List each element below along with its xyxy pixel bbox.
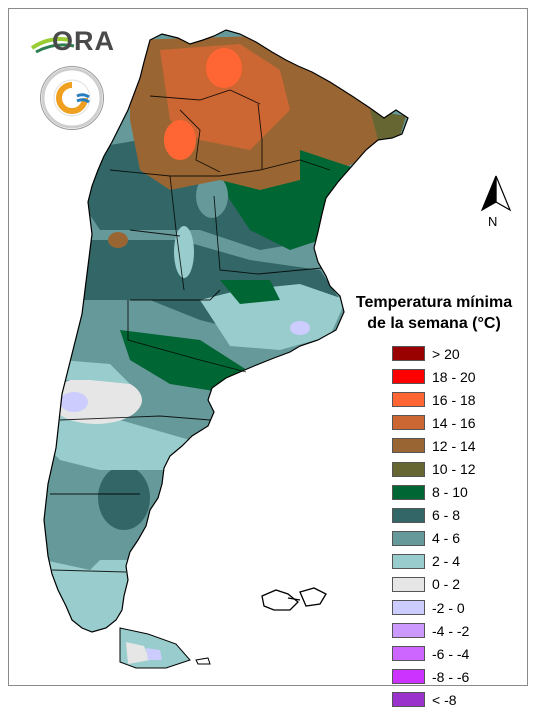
legend-label: 16 - 18 <box>432 391 476 408</box>
legend-swatch <box>392 369 425 385</box>
legend-swatch <box>392 346 425 362</box>
legend-label: > 20 <box>432 345 460 362</box>
smn-argentina-seal-icon <box>40 66 104 130</box>
legend-label: -4 - -2 <box>432 622 470 639</box>
legend-label: 2 - 4 <box>432 553 461 570</box>
argentina-temperature-map <box>43 29 409 669</box>
legend-label: 0 - 2 <box>432 576 461 593</box>
legend-label: 12 - 14 <box>432 437 476 454</box>
legend-item: -8 - -6 <box>392 665 522 688</box>
ora-swoosh-icon <box>30 37 75 54</box>
legend-title-line1: Temperatura mínima <box>355 294 513 311</box>
legend-swatch <box>392 692 425 708</box>
legend-label: 14 - 16 <box>432 414 476 431</box>
legend-item: 16 - 18 <box>392 388 522 411</box>
legend-swatch <box>392 553 425 569</box>
legend-swatch <box>392 484 425 500</box>
legend-label: 18 - 20 <box>432 368 476 385</box>
legend-item: 6 - 8 <box>392 504 522 527</box>
north-label: N <box>488 214 498 229</box>
legend-list: > 20 18 - 20 16 - 18 14 - 16 12 - 14 10 - 12 8… <box>392 342 522 712</box>
legend-item: < -8 <box>392 688 522 711</box>
legend-swatch <box>392 600 425 616</box>
legend-item: 10 - 12 <box>392 457 522 480</box>
malvinas-islands <box>261 587 327 611</box>
legend-swatch <box>392 415 425 431</box>
legend-item: -2 - 0 <box>392 596 522 619</box>
legend-swatch <box>392 576 425 592</box>
legend-label: 8 - 10 <box>432 484 468 501</box>
legend-swatch <box>392 438 425 454</box>
legend-swatch <box>392 392 425 408</box>
legend-label: < -8 <box>432 691 457 708</box>
legend-item: 14 - 16 <box>392 411 522 434</box>
legend-label: 6 - 8 <box>432 507 461 524</box>
legend-label: -6 - -4 <box>432 645 470 662</box>
ora-logo: ORA <box>30 26 114 60</box>
legend-item: 8 - 10 <box>392 481 522 504</box>
legend-swatch <box>392 530 425 546</box>
legend-item: 4 - 6 <box>392 527 522 550</box>
legend-title-line2: de la semana (°C) <box>367 315 501 332</box>
legend-swatch <box>392 669 425 685</box>
legend-swatch <box>392 461 425 477</box>
legend-item: > 20 <box>392 342 522 365</box>
legend-item: -6 - -4 <box>392 642 522 665</box>
legend-label: -2 - 0 <box>432 599 465 616</box>
legend: Temperatura mínima de la semana (°C) > 2… <box>346 292 522 712</box>
legend-item: 18 - 20 <box>392 365 522 388</box>
legend-label: 4 - 6 <box>432 530 461 547</box>
legend-item: 2 - 4 <box>392 550 522 573</box>
legend-item: 12 - 14 <box>392 434 522 457</box>
legend-item: 0 - 2 <box>392 573 522 596</box>
legend-swatch <box>392 507 425 523</box>
ora-logo-text: ORA <box>52 26 115 56</box>
legend-item: -4 - -2 <box>392 619 522 642</box>
legend-swatch <box>392 623 425 639</box>
north-arrow-icon <box>480 175 512 212</box>
legend-label: -8 - -6 <box>432 668 470 685</box>
legend-label: 10 - 12 <box>432 461 476 478</box>
legend-swatch <box>392 646 425 662</box>
